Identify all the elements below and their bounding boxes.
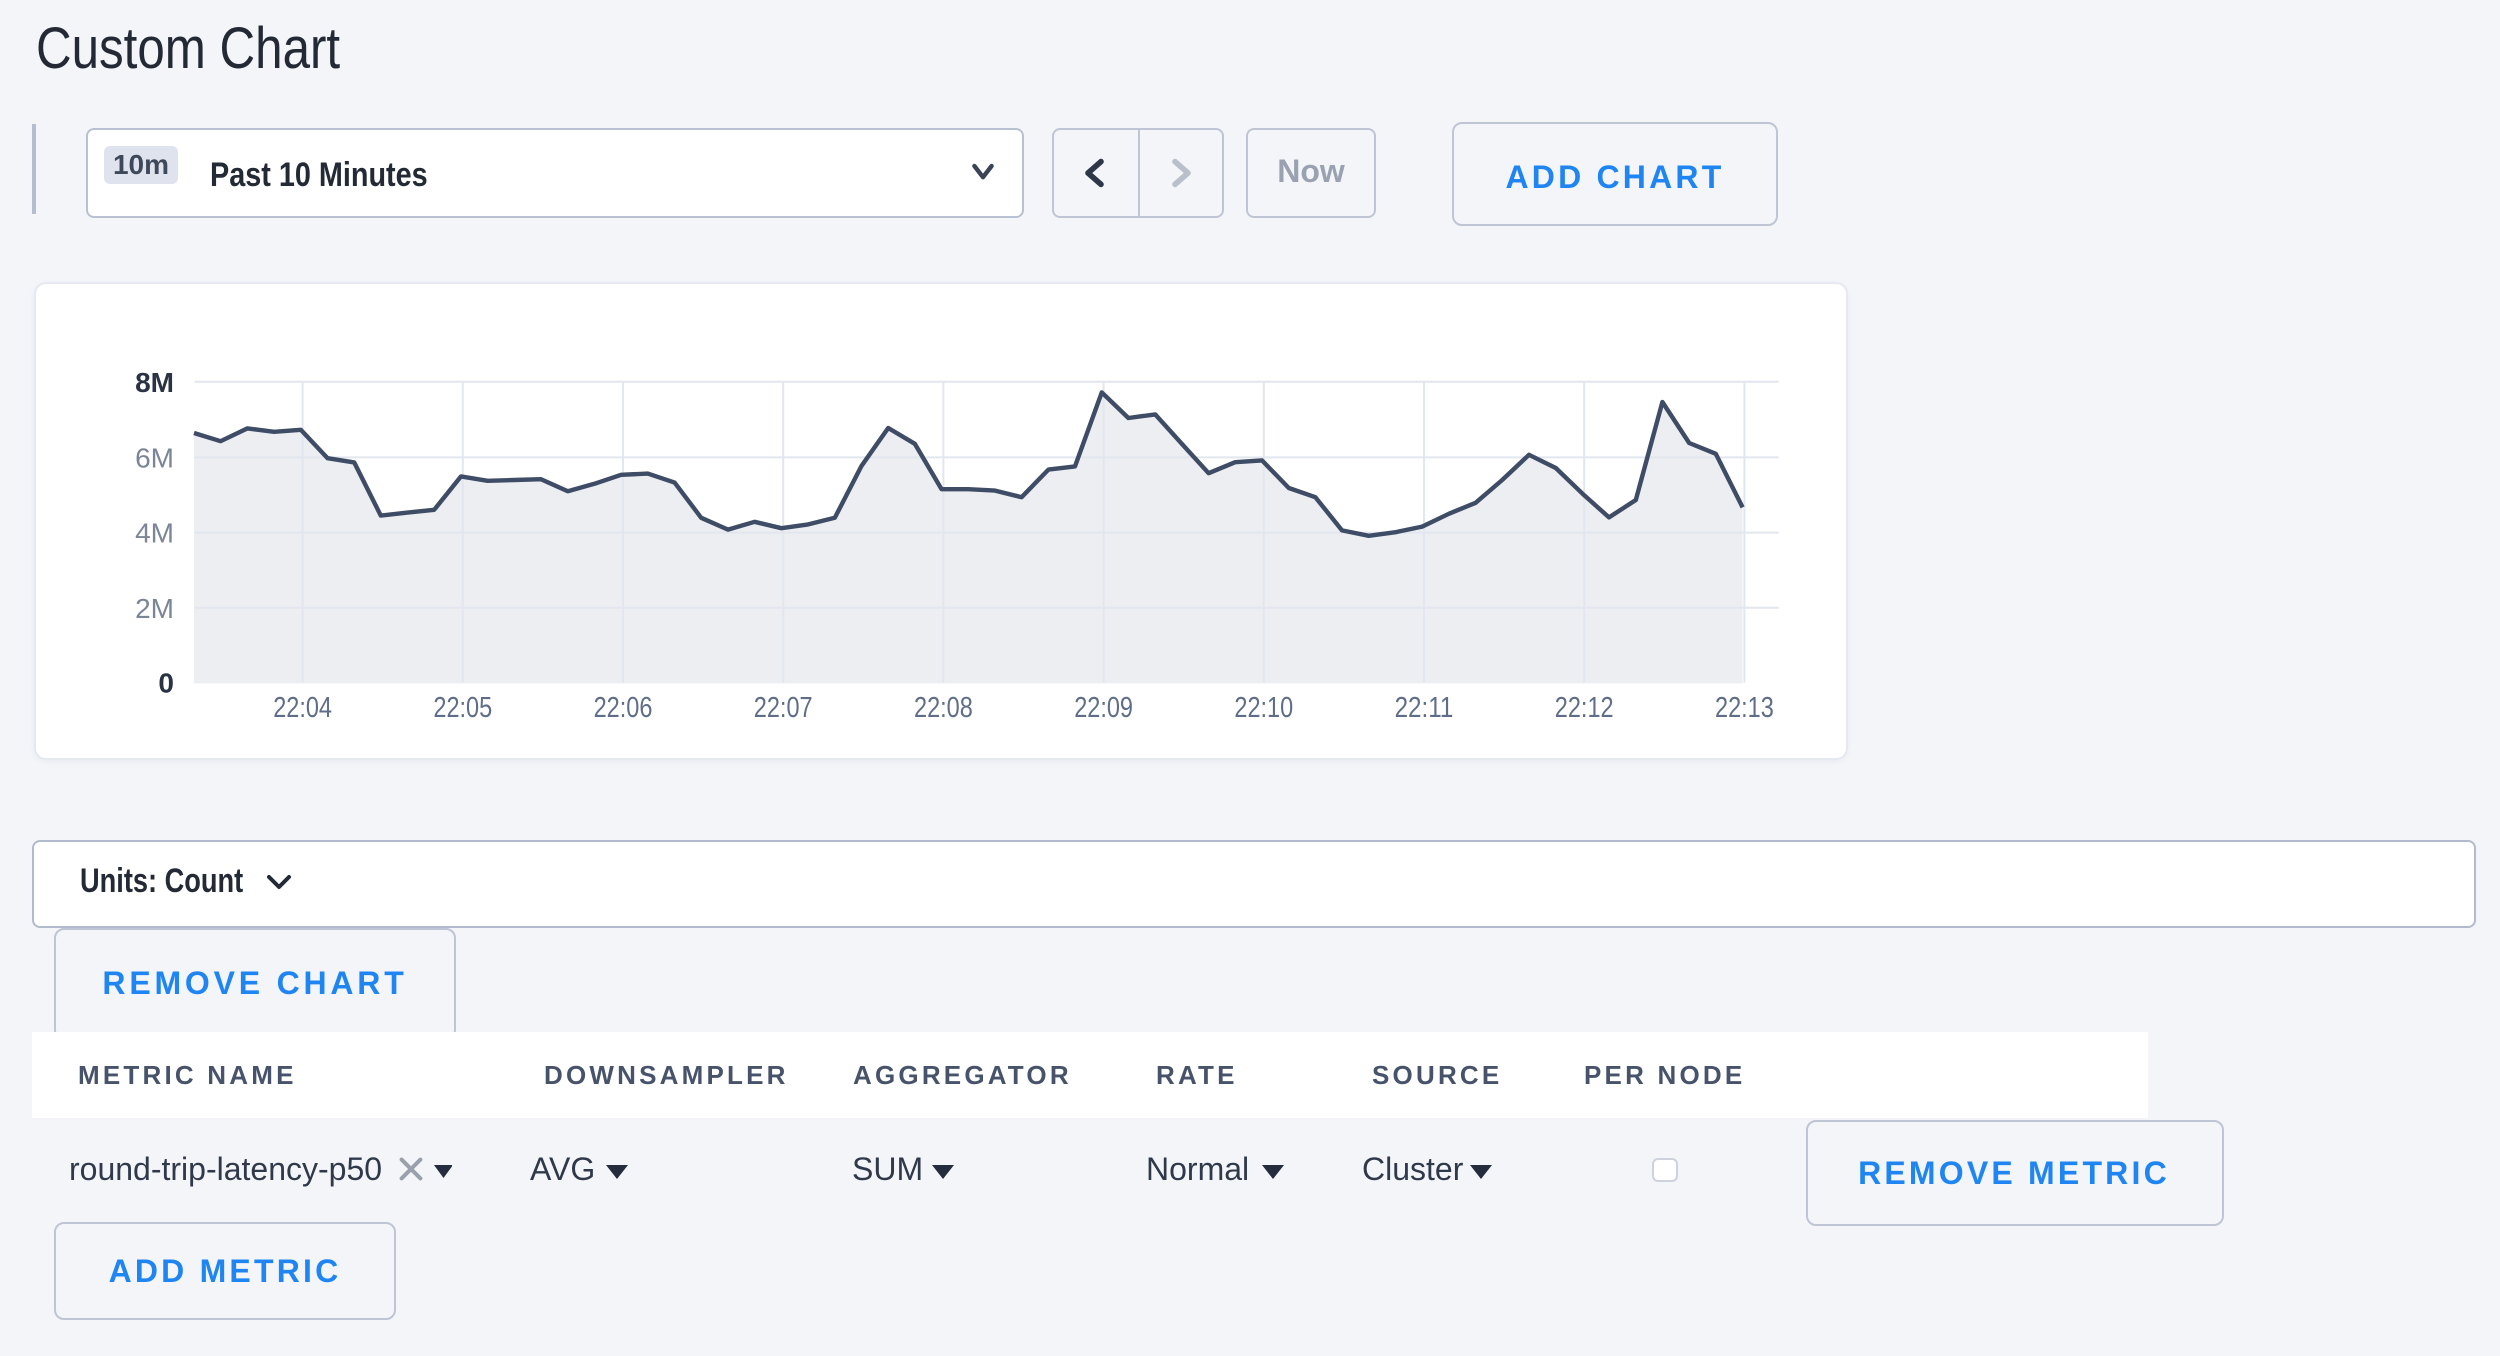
svg-text:22:06: 22:06 [594,692,653,724]
svg-text:22:13: 22:13 [1715,692,1774,724]
svg-text:22:05: 22:05 [433,692,492,724]
svg-text:2M: 2M [135,593,174,624]
svg-text:4M: 4M [135,518,174,549]
svg-text:8M: 8M [135,367,174,398]
svg-text:22:11: 22:11 [1395,692,1454,724]
svg-text:22:08: 22:08 [914,692,973,724]
svg-text:6M: 6M [135,442,174,473]
svg-text:22:07: 22:07 [754,692,813,724]
svg-text:22:10: 22:10 [1234,692,1293,724]
svg-text:22:09: 22:09 [1074,692,1133,724]
svg-text:0: 0 [158,668,174,699]
svg-text:22:04: 22:04 [273,692,332,724]
svg-text:22:12: 22:12 [1555,692,1614,724]
